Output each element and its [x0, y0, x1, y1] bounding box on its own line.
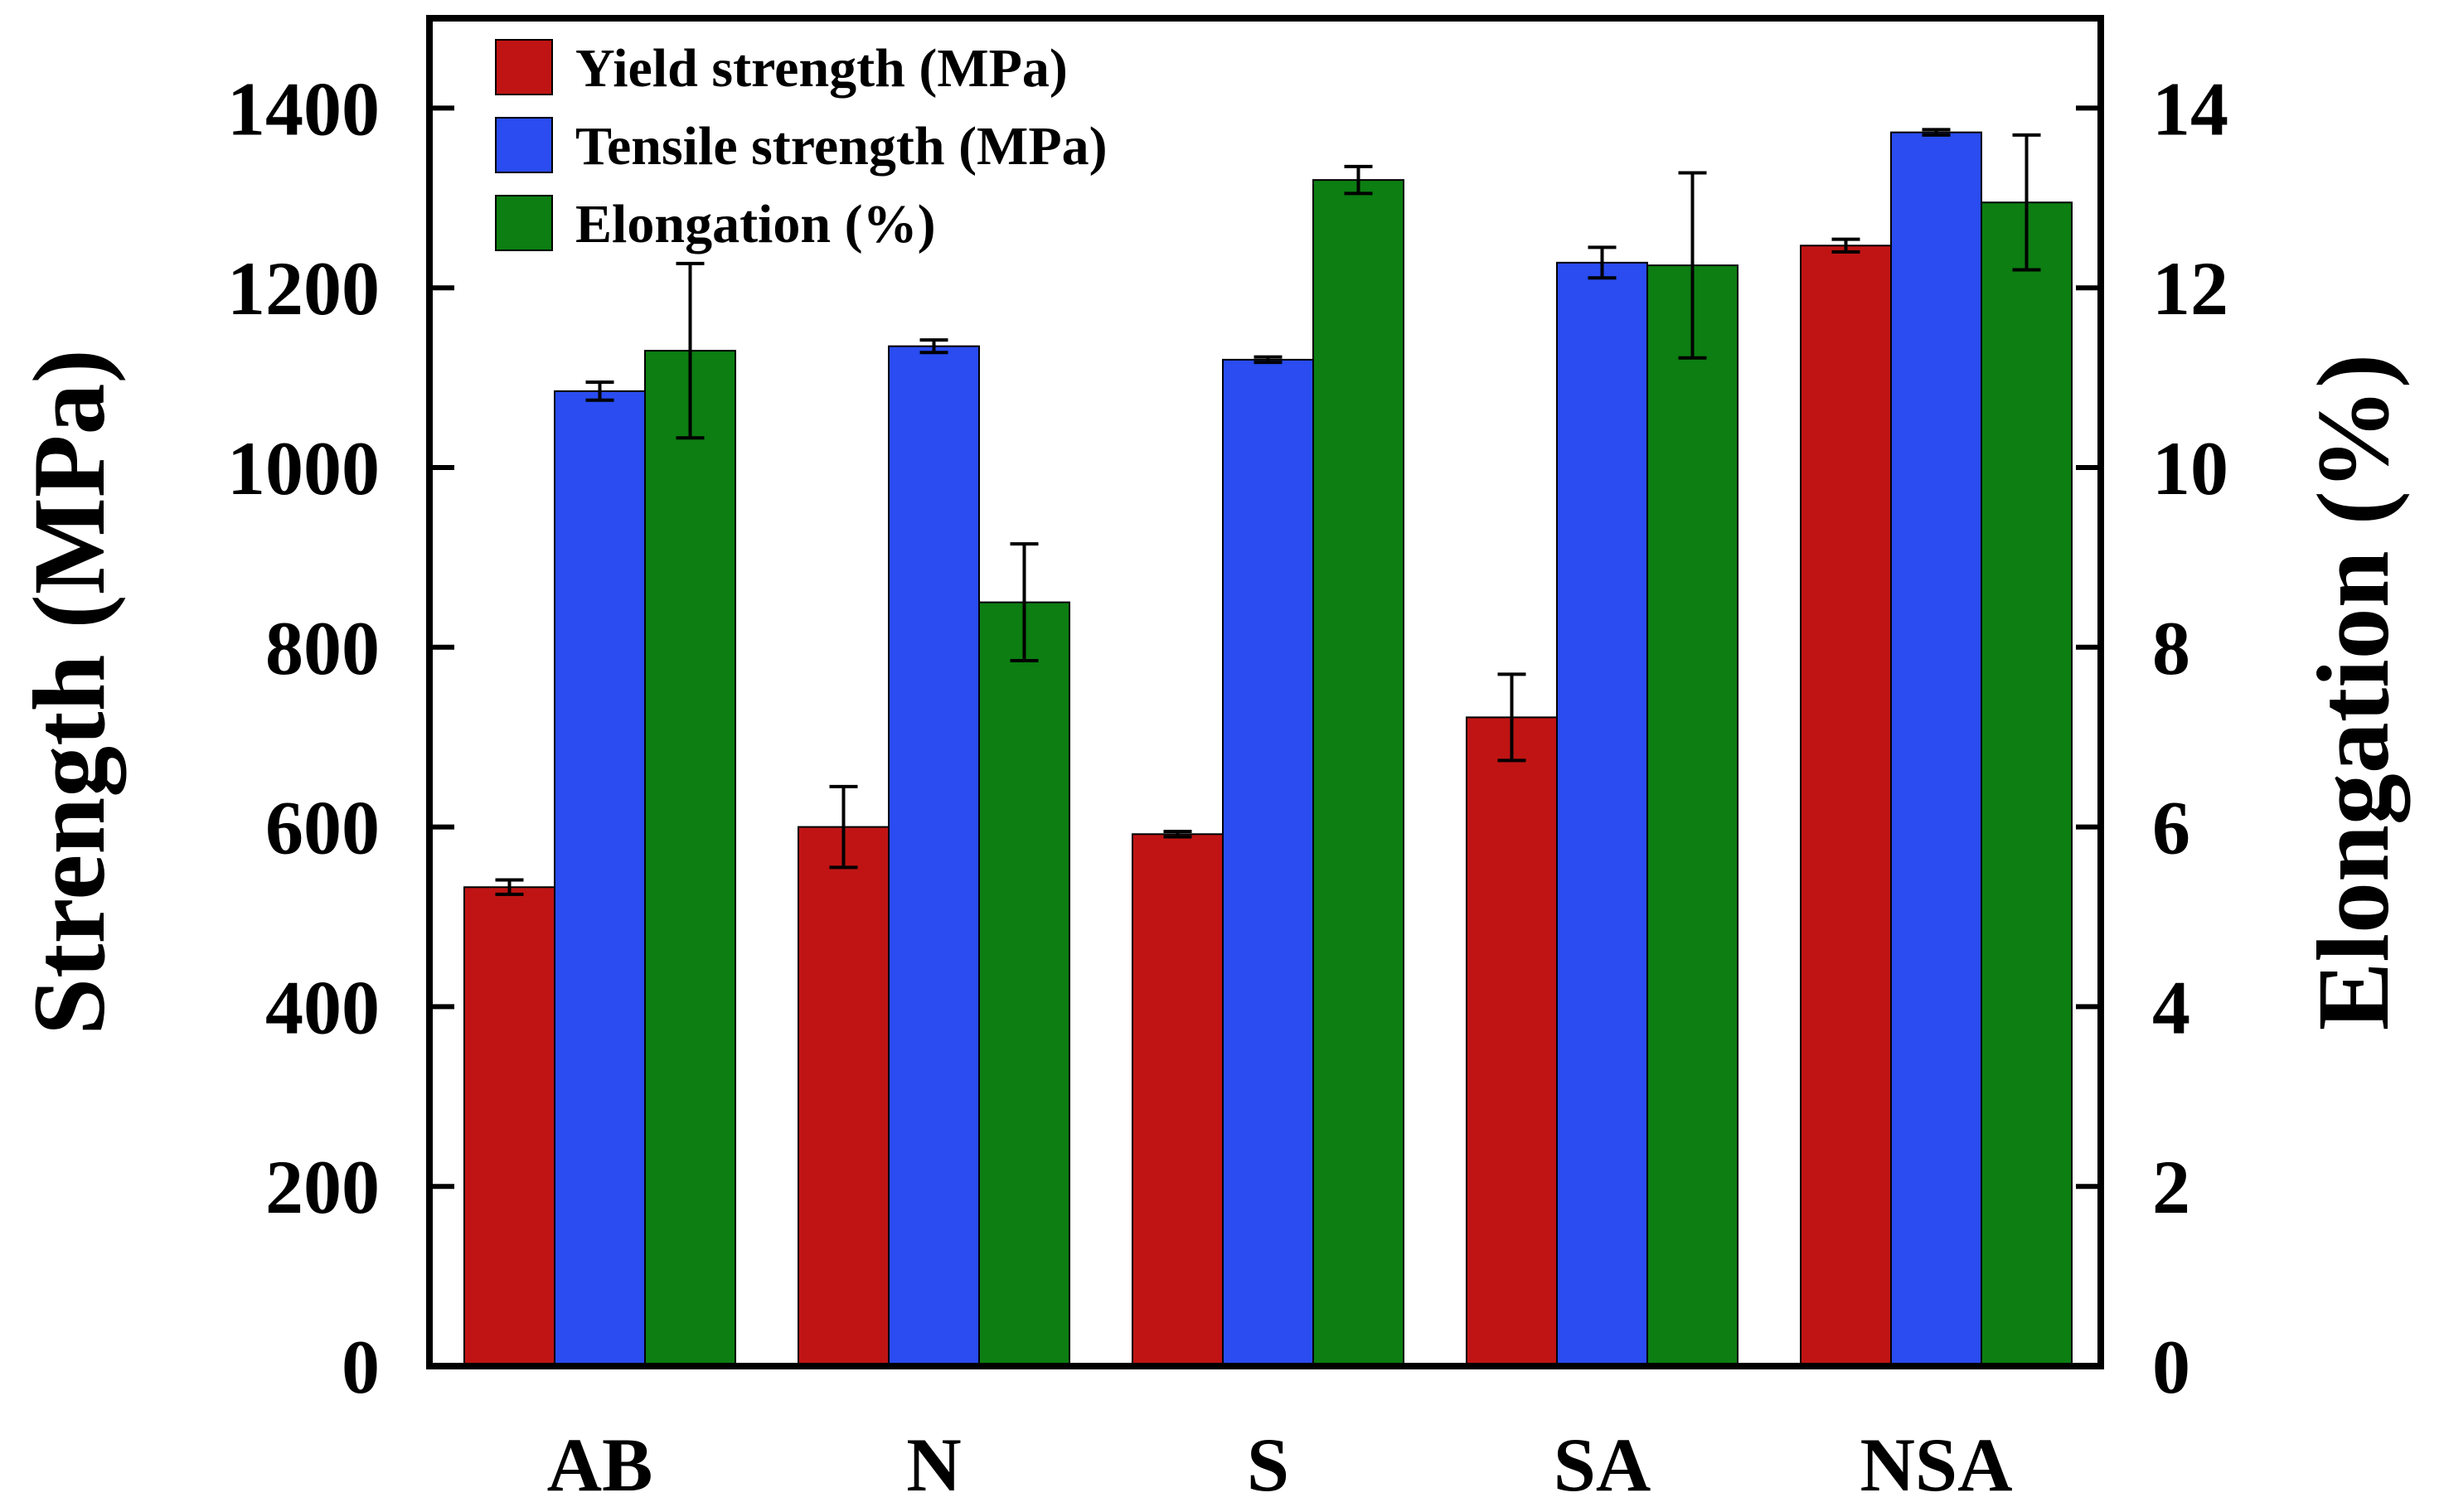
right-tick-label-4: 4: [2152, 965, 2190, 1049]
bar-n-series-1: [798, 826, 890, 1367]
legend-label-2: Tensile strength (MPa): [575, 116, 1108, 177]
right-tick-label-12: 12: [2152, 246, 2228, 331]
bar-sa-series-3: [1646, 264, 1738, 1368]
bar-sa-series-1: [1466, 716, 1558, 1367]
bar-n-series-2: [888, 345, 980, 1367]
axis-ticks-layer: [429, 105, 2101, 1369]
right-tick-label-2: 2: [2152, 1145, 2190, 1229]
right-tick-label-0: 0: [2152, 1325, 2190, 1409]
left-tick-label-1200: 1200: [227, 246, 380, 331]
category-label-n: N: [906, 1422, 961, 1507]
bar-nsa-series-3: [1981, 201, 2073, 1368]
category-label-sa: SA: [1554, 1422, 1651, 1507]
legend-swatch-1: [495, 39, 553, 95]
bar-sa-series-2: [1556, 261, 1648, 1367]
bars-layer: [463, 131, 2073, 1368]
plot-frame: [426, 15, 2104, 1369]
right-tick-label-14: 14: [2152, 66, 2228, 151]
bar-s-series-3: [1312, 179, 1404, 1367]
bar-s-series-1: [1132, 833, 1224, 1367]
left-tick-label-1000: 1000: [227, 426, 380, 511]
legend-label-3: Elongation (%): [575, 194, 936, 254]
bar-ab-series-1: [463, 886, 555, 1367]
left-tick-label-400: 400: [265, 965, 380, 1049]
error-bars-layer: [495, 128, 2041, 896]
legend-swatch-3: [495, 195, 553, 251]
legend-label-1: Yield strength (MPa): [575, 38, 1068, 99]
right-tick-label-6: 6: [2152, 786, 2190, 870]
left-axis-title: Strength (MPa): [12, 349, 127, 1035]
left-tick-label-800: 800: [265, 606, 380, 691]
bar-ab-series-2: [554, 390, 646, 1367]
left-tick-label-600: 600: [265, 786, 380, 870]
bar-nsa-series-1: [1800, 245, 1892, 1368]
bar-ab-series-3: [644, 350, 736, 1368]
left-tick-label-200: 200: [265, 1145, 380, 1229]
left-tick-label-0: 0: [342, 1325, 380, 1409]
legend-swatch-2: [495, 117, 553, 173]
right-axis-title: Elongation (%): [2296, 354, 2411, 1030]
category-labels-layer: AB N S SA NSA: [547, 1422, 2013, 1507]
category-label-nsa: NSA: [1860, 1422, 2012, 1507]
legend: Yield strength (MPa) Tensile strength (MP…: [495, 38, 1108, 254]
right-tick-label-8: 8: [2152, 606, 2190, 691]
category-label-ab: AB: [547, 1422, 653, 1507]
category-label-s: S: [1247, 1422, 1289, 1507]
right-tick-label-10: 10: [2152, 426, 2228, 511]
tick-labels-layer: 0 200 400 600 800 1000 1200 1400 0 2 4 6 8 10 12 14: [227, 66, 2228, 1409]
left-tick-label-1400: 1400: [227, 66, 380, 151]
bar-nsa-series-2: [1890, 131, 1982, 1368]
bar-s-series-2: [1222, 358, 1314, 1367]
bar-n-series-3: [978, 601, 1070, 1367]
